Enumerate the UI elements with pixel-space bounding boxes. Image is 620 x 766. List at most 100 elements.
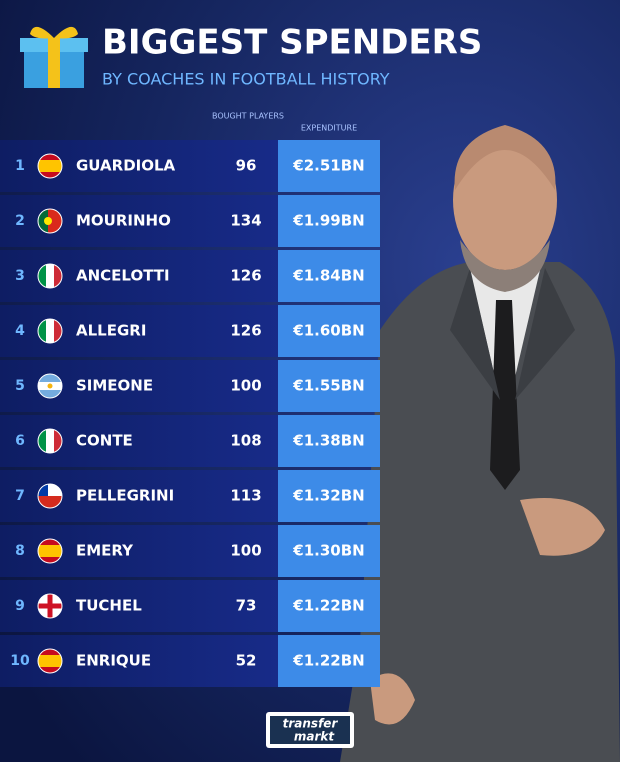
table-row: 10 ENRIQUE 52 €1.22BN [0, 635, 380, 687]
flag-border [37, 483, 63, 509]
bought-players: 100 [230, 542, 261, 560]
expenditure: €1.32BN [292, 487, 364, 505]
expenditure: €1.84BN [292, 267, 364, 285]
flag-border [37, 428, 63, 454]
expenditure: €2.51BN [292, 157, 364, 175]
flag-part [38, 264, 46, 288]
rank: 7 [15, 488, 25, 504]
flag-border [37, 538, 63, 564]
flag-border [37, 648, 63, 674]
flag [38, 594, 62, 618]
flag-part [38, 319, 46, 343]
expenditure: €1.55BN [292, 377, 364, 395]
flag-border [37, 373, 63, 399]
flag-part [54, 319, 62, 343]
bought-players: 96 [236, 157, 257, 175]
rank: 10 [10, 653, 30, 669]
table-row: 5 SIMEONE 100 €1.55BN [0, 360, 380, 412]
bought-players: 73 [236, 597, 257, 615]
flag-part [38, 655, 62, 667]
subtitle: BY COACHES IN FOOTBALL HISTORY [102, 70, 390, 89]
coach-name: CONTE [76, 432, 133, 450]
flag-part [46, 264, 54, 288]
table-row: 2 MOURINHO 134 €1.99BN [0, 195, 380, 247]
table-row: 7 PELLEGRINI 113 €1.32BN [0, 470, 380, 522]
coach-name: ALLEGRI [76, 322, 146, 340]
table-row: 9 TUCHEL 73 €1.22BN [0, 580, 380, 632]
bought-players: 134 [230, 212, 261, 230]
flag [38, 484, 62, 508]
flag-part [47, 383, 53, 389]
table-row: 1 GUARDIOLA 96 €2.51BN [0, 140, 380, 192]
rank: 2 [15, 213, 25, 229]
rank: 8 [15, 543, 25, 559]
expenditure: €1.30BN [292, 542, 364, 560]
expenditure: €1.22BN [292, 652, 364, 670]
expenditure: €1.22BN [292, 597, 364, 615]
flag-part [54, 264, 62, 288]
bought-players: 52 [236, 652, 257, 670]
expenditure-cell [278, 415, 380, 467]
expenditure-cell [278, 580, 380, 632]
expenditure-cell [278, 635, 380, 687]
flag-part [46, 319, 54, 343]
logo: transfer markt [266, 712, 354, 748]
coach-name: PELLEGRINI [76, 487, 174, 505]
bought-players: 126 [230, 267, 261, 285]
coach-name: TUCHEL [76, 597, 142, 615]
coach-name: ENRIQUE [76, 652, 151, 670]
flag-border [37, 208, 63, 234]
flag-part [54, 429, 62, 453]
expenditure-cell [278, 250, 380, 302]
flag-border [37, 318, 63, 344]
coach-photo [340, 125, 620, 762]
bought-players: 126 [230, 322, 261, 340]
gift-icon [20, 26, 88, 88]
rank: 1 [15, 158, 25, 174]
expenditure: €1.99BN [292, 212, 364, 230]
coach-name: GUARDIOLA [76, 157, 176, 175]
column-header: BOUGHT PLAYERS [212, 112, 284, 121]
flag-part [46, 429, 54, 453]
expenditure-cell [278, 305, 380, 357]
expenditure-cell [278, 140, 380, 192]
flag-part [38, 209, 48, 233]
flag [38, 539, 62, 563]
table-row: 8 EMERY 100 €1.30BN [0, 525, 380, 577]
logo-text: markt [294, 730, 336, 744]
flag-part [44, 217, 52, 225]
rank: 3 [15, 268, 25, 284]
table-row: 4 ALLEGRI 126 €1.60BN [0, 305, 380, 357]
coach-name: SIMEONE [76, 377, 153, 395]
logo-text: transfer [283, 717, 339, 731]
expenditure: €1.60BN [292, 322, 364, 340]
title: BIGGEST SPENDERS [102, 23, 482, 63]
rank: 9 [15, 598, 25, 614]
flag-border [37, 593, 63, 619]
coach-name: MOURINHO [76, 212, 171, 230]
column-header: EXPENDITURE [301, 124, 357, 133]
flag-part [38, 496, 62, 508]
expenditure-cell [278, 525, 380, 577]
table-row: 6 CONTE 108 €1.38BN [0, 415, 380, 467]
bought-players: 100 [230, 377, 261, 395]
expenditure-cell [278, 470, 380, 522]
flag-border [37, 153, 63, 179]
flag-part [38, 545, 62, 557]
bought-players: 108 [230, 432, 261, 450]
rank: 5 [15, 378, 25, 394]
flag [38, 209, 62, 233]
flag [38, 374, 62, 398]
expenditure: €1.38BN [292, 432, 364, 450]
flag-part [38, 603, 62, 609]
flag-part [38, 484, 48, 496]
flag [38, 154, 62, 178]
flag [38, 264, 62, 288]
flag-border [37, 263, 63, 289]
expenditure-cell [278, 195, 380, 247]
flag [38, 319, 62, 343]
flag-part [38, 429, 46, 453]
rank: 6 [15, 433, 25, 449]
flag-part [38, 160, 62, 172]
